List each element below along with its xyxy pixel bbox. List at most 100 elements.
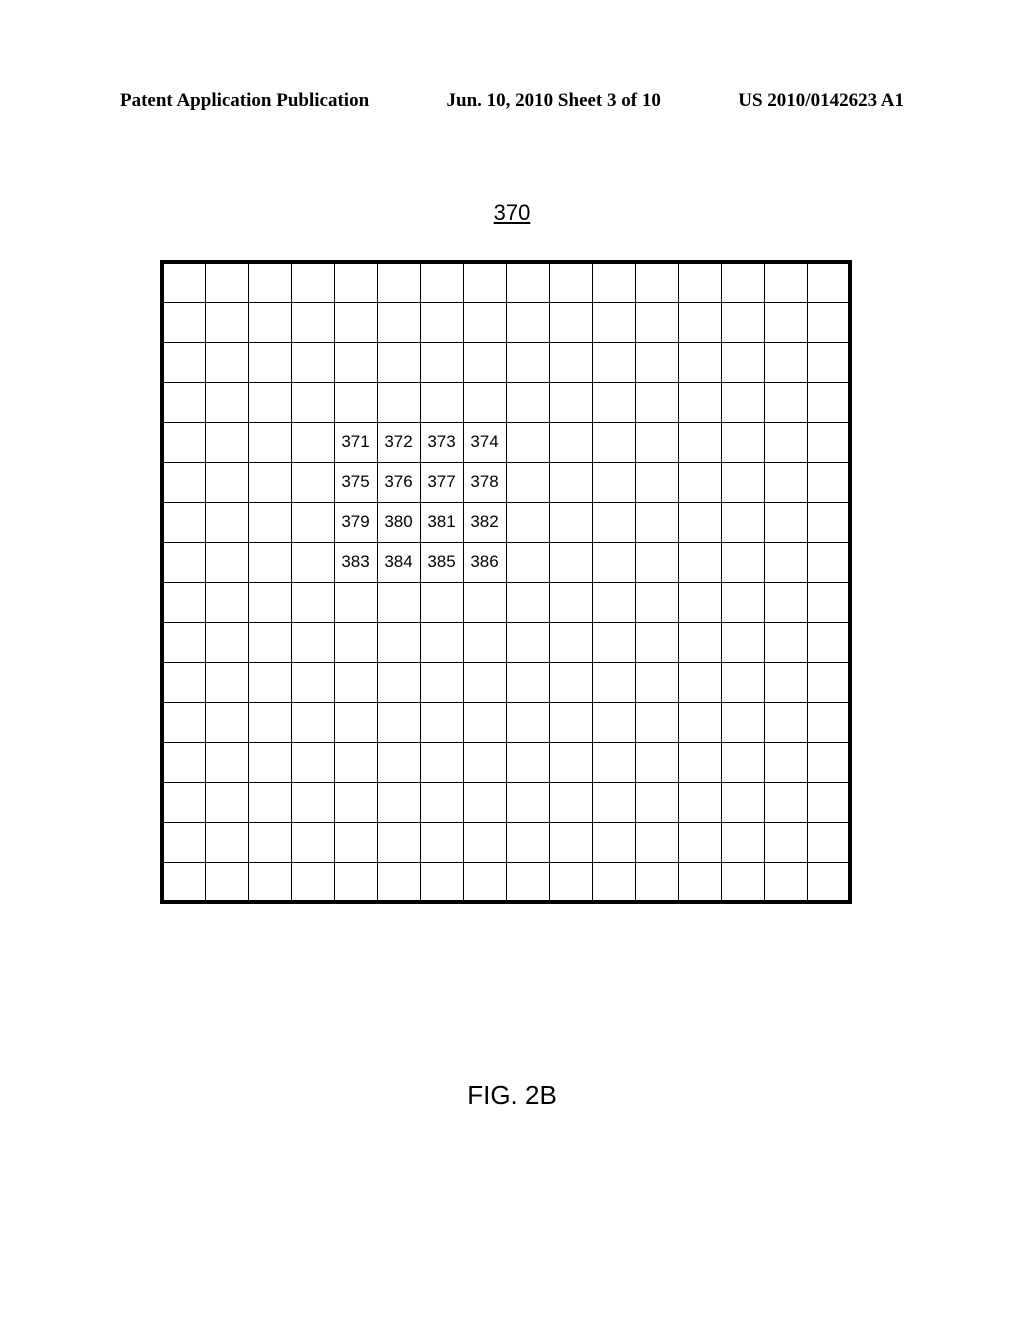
grid-cell xyxy=(506,422,549,462)
grid-cell xyxy=(377,382,420,422)
grid-cell xyxy=(592,422,635,462)
grid-cell xyxy=(205,822,248,862)
grid-cell xyxy=(205,862,248,902)
grid-cell: 376 xyxy=(377,462,420,502)
grid-cell xyxy=(764,862,807,902)
grid-cell xyxy=(721,622,764,662)
figure-caption: FIG. 2B xyxy=(467,1080,557,1111)
grid-cell xyxy=(334,862,377,902)
grid-cell xyxy=(506,542,549,582)
grid-cell: 379 xyxy=(334,502,377,542)
grid-cell xyxy=(248,422,291,462)
grid-cell xyxy=(334,822,377,862)
grid-cell xyxy=(678,822,721,862)
grid-cell xyxy=(291,342,334,382)
grid-cell xyxy=(205,462,248,502)
grid-cell xyxy=(377,582,420,622)
grid-table: 3713723733743753763773783793803813823833… xyxy=(160,260,852,904)
grid-cell xyxy=(549,382,592,422)
grid-cell xyxy=(377,822,420,862)
grid-cell xyxy=(291,462,334,502)
grid-cell xyxy=(506,782,549,822)
grid-cell xyxy=(807,422,850,462)
grid-cell xyxy=(291,862,334,902)
grid-cell xyxy=(592,302,635,342)
grid-cell xyxy=(205,382,248,422)
grid-cell xyxy=(248,502,291,542)
grid-cell: 373 xyxy=(420,422,463,462)
grid-cell xyxy=(592,622,635,662)
grid-cell xyxy=(162,782,205,822)
grid-cell xyxy=(721,862,764,902)
grid-cell xyxy=(377,782,420,822)
grid-cell xyxy=(549,302,592,342)
grid-cell xyxy=(506,382,549,422)
grid-cell xyxy=(678,702,721,742)
grid-cell xyxy=(764,422,807,462)
grid-cell xyxy=(291,822,334,862)
grid-cell xyxy=(291,422,334,462)
grid-cell xyxy=(764,462,807,502)
grid-cell xyxy=(721,582,764,622)
grid-cell xyxy=(377,742,420,782)
grid-cell xyxy=(248,862,291,902)
grid-cell xyxy=(162,262,205,302)
grid-cell xyxy=(205,262,248,302)
grid-cell xyxy=(205,302,248,342)
grid-cell xyxy=(463,702,506,742)
grid-cell xyxy=(291,782,334,822)
grid-cell xyxy=(205,622,248,662)
grid-cell xyxy=(248,822,291,862)
grid-cell xyxy=(291,582,334,622)
grid-cell xyxy=(549,782,592,822)
figure-reference-number: 370 xyxy=(494,200,531,226)
grid-cell xyxy=(592,662,635,702)
grid-cell xyxy=(678,542,721,582)
grid-cell xyxy=(162,822,205,862)
grid-cell xyxy=(721,782,764,822)
grid-cell xyxy=(463,382,506,422)
grid-cell xyxy=(248,782,291,822)
grid-cell xyxy=(635,582,678,622)
grid-cell xyxy=(248,582,291,622)
grid-cell xyxy=(420,582,463,622)
grid-cell xyxy=(248,262,291,302)
grid-cell xyxy=(463,582,506,622)
grid-cell xyxy=(807,822,850,862)
grid-cell xyxy=(721,702,764,742)
grid-cell xyxy=(463,302,506,342)
grid-cell xyxy=(807,742,850,782)
grid-cell xyxy=(420,342,463,382)
grid-cell xyxy=(377,662,420,702)
grid-cell xyxy=(635,422,678,462)
grid-cell xyxy=(635,662,678,702)
grid-cell xyxy=(377,302,420,342)
grid-cell xyxy=(334,382,377,422)
grid-cell xyxy=(678,502,721,542)
grid-cell xyxy=(334,702,377,742)
grid-cell xyxy=(334,622,377,662)
grid-cell xyxy=(463,622,506,662)
header-right: US 2010/0142623 A1 xyxy=(738,90,904,112)
grid-cell xyxy=(506,742,549,782)
grid-cell xyxy=(205,702,248,742)
grid-cell: 371 xyxy=(334,422,377,462)
grid-cell xyxy=(721,422,764,462)
grid-cell xyxy=(807,702,850,742)
grid-cell xyxy=(334,262,377,302)
grid-cell xyxy=(721,342,764,382)
grid-cell xyxy=(678,582,721,622)
grid-cell xyxy=(549,502,592,542)
grid-cell xyxy=(291,502,334,542)
grid-cell xyxy=(377,702,420,742)
grid-cell: 375 xyxy=(334,462,377,502)
grid-cell xyxy=(678,782,721,822)
grid-cell xyxy=(162,382,205,422)
grid-cell xyxy=(635,702,678,742)
grid-cell xyxy=(420,302,463,342)
grid-cell xyxy=(549,702,592,742)
grid-cell xyxy=(205,422,248,462)
grid-cell xyxy=(678,422,721,462)
grid-cell xyxy=(592,502,635,542)
grid-cell xyxy=(248,662,291,702)
